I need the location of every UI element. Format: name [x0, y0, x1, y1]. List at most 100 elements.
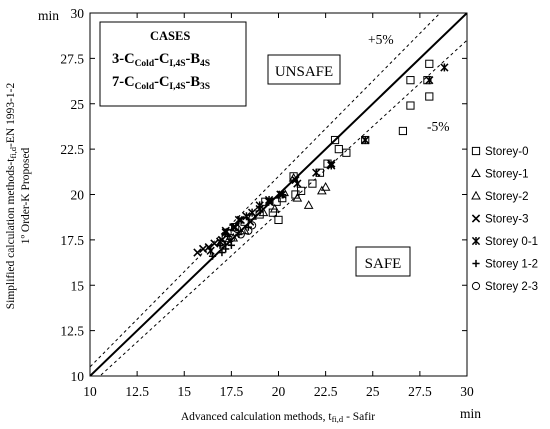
- legend-label: Storey-3: [485, 214, 528, 226]
- legend-marker: [471, 281, 481, 291]
- legend-item: Storey-2: [471, 190, 528, 203]
- data-point: [269, 203, 280, 213]
- data-point: [425, 92, 434, 101]
- data-point: [227, 241, 235, 249]
- x-tick-label: 15: [178, 384, 192, 399]
- x-axis-title-sub: fi,d: [332, 414, 344, 424]
- y-tick-label: 25: [71, 97, 85, 112]
- x-tick-label: 22.5: [314, 384, 338, 399]
- reference-line-minus5: [99, 39, 467, 376]
- y-unit-label: min: [38, 8, 59, 23]
- x-tick-label: 30: [460, 384, 474, 399]
- cases-line-2: 7-CCold-CI,4S-B3S: [112, 74, 210, 92]
- y-tick-label: 17.5: [60, 233, 84, 248]
- data-point: [234, 215, 244, 225]
- legend-marker: [471, 146, 481, 156]
- x-tick-label: 25: [366, 384, 380, 399]
- x-unit-label: min: [460, 406, 481, 421]
- data-points: [193, 59, 449, 260]
- data-point: [278, 190, 287, 199]
- cases-box: [99, 21, 247, 107]
- data-point: [216, 241, 224, 249]
- data-point: [223, 228, 232, 237]
- data-point: [227, 233, 236, 243]
- data-point: [231, 223, 240, 232]
- legend-marker: [471, 168, 481, 177]
- series-storey-0-1: [206, 63, 449, 255]
- data-point: [327, 161, 336, 170]
- data-point: [244, 226, 253, 235]
- data-point: [334, 145, 343, 154]
- y-axis-title-line2: 1º Order-K Proposed: [20, 147, 32, 244]
- legend-marker: [471, 190, 481, 200]
- data-point: [317, 185, 327, 195]
- data-point: [289, 172, 298, 181]
- data-point: [303, 200, 314, 209]
- y-axis-title-tail: -EN 1993-1-2: [5, 82, 17, 146]
- data-point: [258, 207, 269, 217]
- y-axis-title-sub: fi,d: [8, 146, 18, 158]
- legend-label: Storey-0: [485, 146, 528, 158]
- legend-marker: [472, 259, 480, 268]
- legend-label: Storey-2: [485, 191, 528, 203]
- legend-item: Storey-0: [471, 146, 528, 158]
- x-tick-label: 17.5: [220, 384, 244, 399]
- data-point: [320, 182, 331, 191]
- data-point: [217, 239, 227, 248]
- data-point: [292, 192, 303, 202]
- y-tick-label: 12.5: [60, 324, 84, 339]
- y-tick-label: 10: [71, 369, 85, 384]
- unsafe-box: [267, 54, 341, 85]
- data-point: [423, 76, 432, 85]
- data-point: [264, 195, 274, 205]
- data-point: [274, 215, 283, 225]
- legend-label: Storey 0-1: [485, 236, 538, 248]
- data-point: [222, 245, 230, 253]
- data-point: [406, 76, 415, 85]
- x-tick-label: 27.5: [408, 384, 432, 399]
- x-axis-title: Advanced calculation methods, tfi,d - Sa…: [181, 411, 375, 424]
- data-point: [208, 252, 217, 260]
- legend-item: Storey 0-1: [471, 236, 538, 248]
- y-tick-label: 15: [71, 278, 85, 293]
- minus5-label: -5%: [427, 119, 450, 134]
- data-point: [425, 59, 434, 68]
- x-tick-label: 10: [83, 384, 97, 399]
- x-tick-label: 20: [272, 384, 286, 399]
- y-tick-label: 30: [71, 6, 85, 21]
- safe-label: SAFE: [365, 256, 402, 272]
- y-tick-label: 22.5: [60, 142, 84, 157]
- legend-marker: [471, 236, 481, 246]
- data-point: [312, 168, 321, 177]
- legend-item: Storey 2-3: [471, 281, 538, 293]
- data-point: [255, 201, 264, 210]
- legend-item: Storey-3: [471, 214, 528, 226]
- data-point: [232, 224, 242, 234]
- data-point: [272, 197, 281, 206]
- data-point: [425, 76, 434, 85]
- y-axis-title-main: Simplified calculation methods-t: [5, 158, 17, 310]
- data-point: [361, 135, 370, 145]
- legend: Storey-0 Storey-1 Storey-2 Storey-3 Storey 0…: [471, 146, 538, 293]
- data-point: [330, 135, 340, 145]
- x-tick-label: 12.5: [125, 384, 149, 399]
- x-axis-title-main: Advanced calculation methods, t: [181, 411, 333, 423]
- legend-label: Storey 1-2: [485, 259, 538, 271]
- data-point: [193, 248, 202, 257]
- y-axis-title: Simplified calculation methods-tfi,d-EN …: [5, 82, 32, 309]
- y-tick-label: 27.5: [60, 51, 84, 66]
- data-point: [406, 101, 415, 110]
- data-point: [440, 63, 449, 72]
- cases-line-1: 3-CCold-CI,4S-B4S: [112, 51, 210, 69]
- series-storey-2-3: [217, 221, 257, 248]
- data-point: [308, 179, 317, 188]
- unsafe-label: UNSAFE: [275, 64, 333, 80]
- data-point: [342, 148, 351, 157]
- data-point: [248, 221, 257, 230]
- data-point: [293, 179, 302, 188]
- legend-item: Storey 1-2: [472, 259, 538, 271]
- data-point: [247, 208, 257, 217]
- legend-label: Storey-1: [485, 169, 528, 181]
